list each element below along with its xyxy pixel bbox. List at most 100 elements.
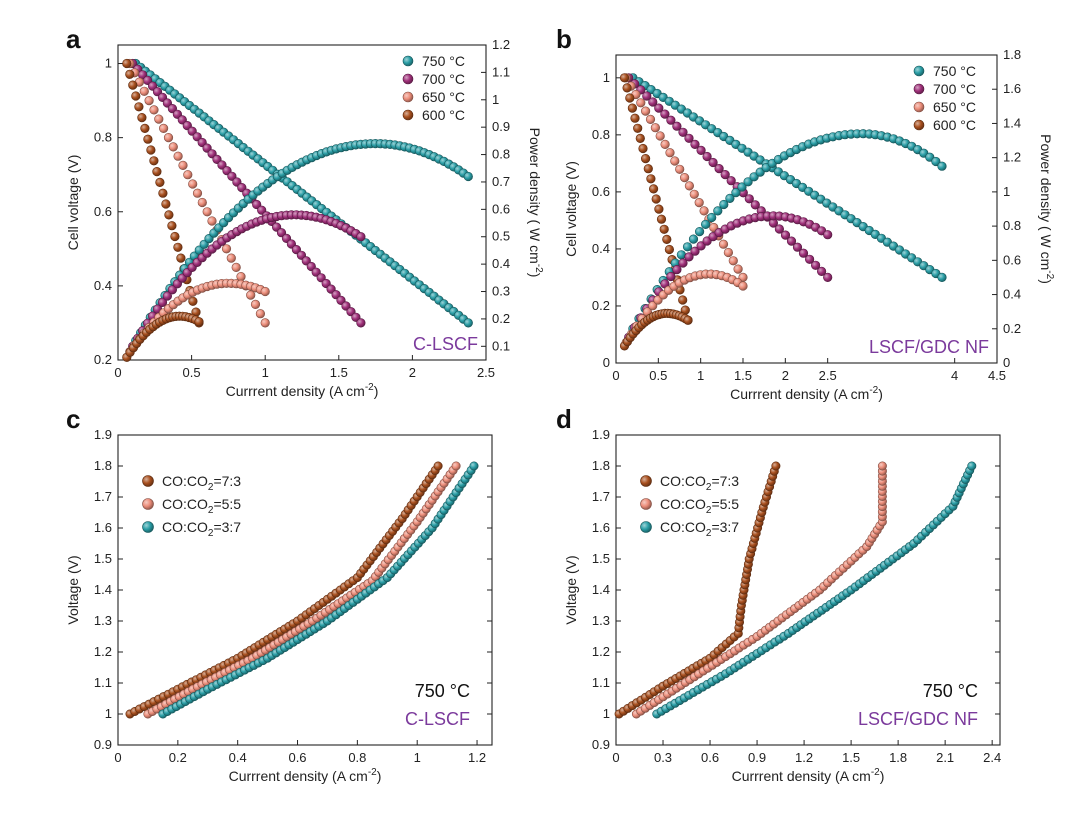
y-tick-label: 0.4 xyxy=(592,241,610,256)
series xyxy=(158,461,479,719)
y-tick-label: 0.4 xyxy=(94,278,112,293)
legend-marker xyxy=(640,521,652,533)
y-tick-label: 1.3 xyxy=(592,613,610,628)
series-power xyxy=(122,311,204,362)
y2-tick-label: 0.8 xyxy=(1003,218,1021,233)
series-voltage xyxy=(628,73,947,283)
panel-letter: d xyxy=(556,404,572,434)
legend-label-part: CO:CO xyxy=(162,473,208,489)
y2-axis-title-text: Power density ( W cm xyxy=(1038,134,1054,270)
data-point xyxy=(670,156,680,166)
data-point xyxy=(675,164,685,174)
data-point xyxy=(792,242,803,252)
y-axis-title: Voltage (V) xyxy=(563,555,579,624)
x-tick-label: 0 xyxy=(612,750,619,765)
legend-label-part: CO:CO xyxy=(660,496,706,512)
x-axis-title-end: ) xyxy=(374,383,379,399)
y-tick-label: 1.3 xyxy=(94,613,112,628)
legend-label-part: =7:3 xyxy=(711,473,739,489)
data-point xyxy=(651,194,661,204)
x-tick-label: 1 xyxy=(262,365,269,380)
data-point xyxy=(433,461,443,471)
legend-marker xyxy=(402,91,414,103)
legend-label-part: =5:5 xyxy=(213,496,241,512)
x-tick-label: 1 xyxy=(697,368,704,383)
x-tick-label: 0.6 xyxy=(288,750,306,765)
panel-c: 0 0.2 0.4 0.6 0.8 1 1.2 0.9 1 1.1 1.2 1.3 1.4 1.5 1.6 1… xyxy=(65,404,493,784)
legend-label-sub: 2 xyxy=(706,482,712,493)
data-point xyxy=(660,109,670,119)
y2-tick-label: 0 xyxy=(1003,355,1010,370)
data-point xyxy=(738,281,748,291)
x-tick-label: 0.6 xyxy=(701,750,719,765)
x-tick-label: 0 xyxy=(114,365,121,380)
data-point xyxy=(682,242,693,252)
x-tick-label: 2.5 xyxy=(477,365,495,380)
data-point xyxy=(823,230,833,240)
y-tick-label: 1.5 xyxy=(592,551,610,566)
y2-tick-label: 0.3 xyxy=(492,284,510,299)
data-point xyxy=(246,290,256,300)
legend-marker xyxy=(640,498,652,510)
data-point xyxy=(221,244,232,254)
x-axis-title-sup: -2 xyxy=(365,382,374,393)
data-point xyxy=(463,171,473,182)
legend-label: CO:CO2=3:7 xyxy=(162,519,241,539)
sample-label: C-LSCF xyxy=(413,334,478,354)
x-tick-label: 0 xyxy=(612,368,619,383)
y2-tick-label: 0.4 xyxy=(1003,287,1021,302)
data-point xyxy=(731,188,741,198)
data-point xyxy=(659,224,669,234)
data-point xyxy=(816,266,827,277)
data-point xyxy=(183,170,193,180)
data-point xyxy=(170,231,180,242)
x-axis-title: Currrent density (A cm-2) xyxy=(229,767,382,784)
legend-marker xyxy=(913,101,925,113)
data-point xyxy=(725,193,735,203)
x-axis-title-text: Currrent density (A cm xyxy=(730,386,869,402)
data-point xyxy=(690,246,700,256)
data-point xyxy=(188,296,198,306)
legend-label: CO:CO2=7:3 xyxy=(162,473,241,493)
y-axis-title: Cell voltage (V) xyxy=(563,161,579,257)
data-point xyxy=(176,253,186,263)
x-axis-title-text: Currrent density (A cm xyxy=(229,768,368,784)
series xyxy=(614,461,781,719)
y2-axis-title-text: Power density ( W cm xyxy=(527,128,543,264)
legend-label-part: CO:CO xyxy=(660,473,706,489)
series-power xyxy=(619,308,693,351)
y-axis-title: Voltage (V) xyxy=(65,555,81,624)
data-point xyxy=(451,461,461,471)
y2-tick-label: 0.2 xyxy=(492,311,510,326)
legend-label: 750 °C xyxy=(933,63,976,79)
x-axis-title-end: ) xyxy=(878,386,883,402)
data-point xyxy=(469,461,479,471)
plot-frame xyxy=(117,44,487,361)
legend-label: 650 °C xyxy=(422,89,465,105)
legend-label-part: CO:CO xyxy=(162,496,208,512)
data-point xyxy=(723,247,734,258)
data-point xyxy=(260,318,270,328)
y-tick-label: 1.1 xyxy=(592,675,610,690)
legend-label-part: CO:CO xyxy=(162,519,208,535)
y-tick-label: 0.9 xyxy=(94,737,112,752)
data-point xyxy=(679,173,690,183)
legend-label: 600 °C xyxy=(422,107,465,123)
legend: 750 °C 700 °C 650 °C 600 °C xyxy=(913,63,976,133)
legend-label: 700 °C xyxy=(422,71,465,87)
legend-marker xyxy=(402,109,414,121)
y2-tick-label: 1.2 xyxy=(1003,150,1021,165)
data-point xyxy=(749,172,759,182)
x-axis-title-sup: -2 xyxy=(368,767,377,778)
data-point xyxy=(638,143,648,154)
x-tick-label: 2.1 xyxy=(936,750,954,765)
x-tick-label: 0.8 xyxy=(348,750,366,765)
x-tick-label: 1.2 xyxy=(468,750,486,765)
data-point xyxy=(231,262,241,273)
data-point xyxy=(654,103,664,113)
y2-tick-label: 0.2 xyxy=(1003,321,1021,336)
data-point xyxy=(139,86,149,96)
x-tick-label: 2.5 xyxy=(819,368,837,383)
x-axis-title-end: ) xyxy=(880,768,885,784)
data-point xyxy=(666,271,676,282)
